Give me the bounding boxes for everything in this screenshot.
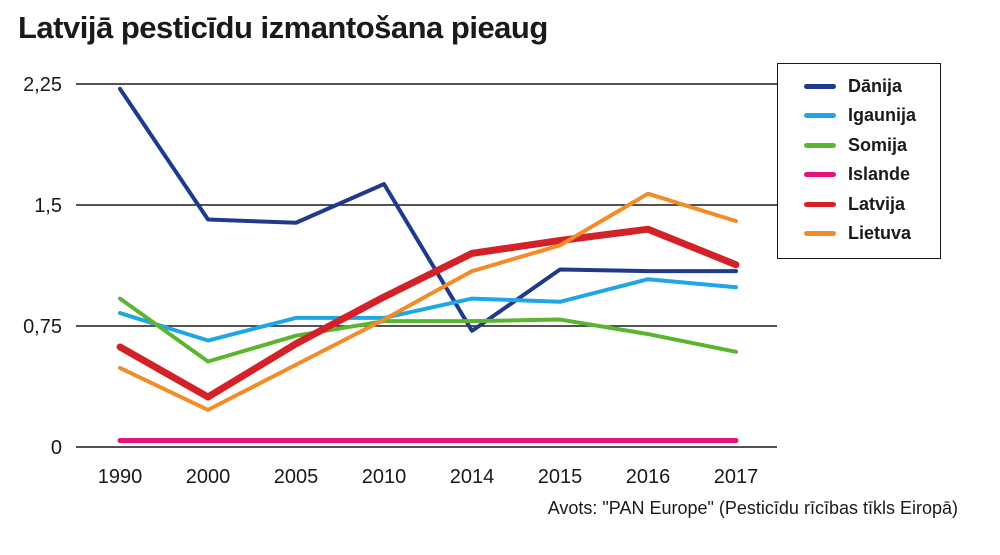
x-tick-label: 2017 [714,466,759,488]
x-tick-label: 2015 [538,466,583,488]
y-tick-label: 1,5 [34,195,62,217]
legend: Dānija Igaunija Somija Islande Latvija Lietuv… [777,63,941,259]
series-line-dānija [118,86,738,333]
legend-label: Dānija [848,75,903,96]
series-line-somija [118,296,738,364]
legend-label: Islande [848,164,911,184]
x-tick-label: 2014 [450,466,495,488]
legend-item: Dānija [804,74,902,98]
legend-label: Latvija [848,193,906,214]
legend-item: Latvija [804,192,905,216]
x-tick-label: 1990 [98,466,143,488]
y-tick-label: 0 [51,437,62,459]
legend-swatch [804,113,836,118]
legend-item: Somija [804,133,907,157]
legend-swatch [804,231,836,236]
x-tick-label: 2005 [274,466,319,488]
legend-label: Igaunija [848,105,917,125]
legend-item: Igaunija [804,104,916,128]
y-tick-label: 2,25 [23,74,62,96]
chart-title: Latvijā pesticīdu izmantošana pieaug [18,10,548,45]
legend-swatch [804,201,836,207]
legend-swatch [804,172,836,177]
source-note: Avots: "PAN Europe" (Pesticīdu rīcības t… [547,498,958,518]
legend-swatch [804,83,836,89]
x-tick-label: 2016 [626,466,671,488]
series-line-latvija [116,225,740,401]
legend-item: Lietuva [804,222,911,246]
series-line-lietuva [118,191,738,412]
y-tick-label: 0,75 [23,316,62,338]
series-line-igaunija [118,277,738,343]
legend-label: Lietuva [848,223,912,243]
legend-item: Islande [804,163,910,187]
x-tick-label: 2010 [362,466,407,488]
legend-label: Somija [848,134,908,155]
x-tick-label: 2000 [186,466,231,488]
legend-swatch [804,142,836,148]
